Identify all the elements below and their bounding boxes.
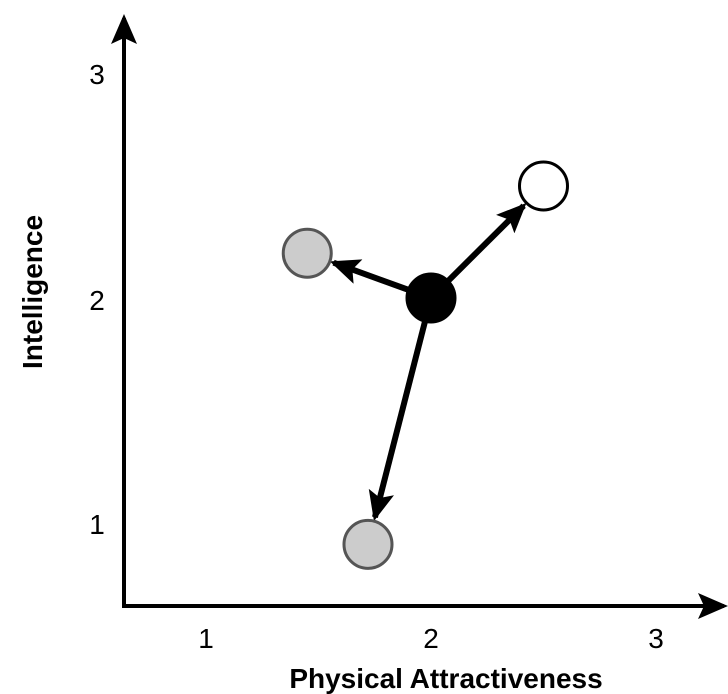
point-bottom — [342, 518, 394, 570]
y-tick-label-3: 3 — [89, 59, 105, 90]
arrow-to-bottom — [368, 297, 434, 522]
point-upper-right — [518, 160, 569, 212]
x-tick-label-1: 1 — [198, 623, 214, 654]
x-tick-label-2: 2 — [423, 623, 439, 654]
y-tick-label-1: 1 — [89, 509, 105, 540]
x-tick-label-3: 3 — [648, 623, 664, 654]
points-group — [281, 160, 569, 570]
x-axis-title: Physical Attractiveness — [289, 663, 602, 694]
y-axis-title: Intelligence — [17, 215, 48, 369]
point-center — [405, 272, 457, 324]
arrows-group — [329, 202, 527, 522]
point-left — [281, 227, 333, 279]
y-tick-label-2: 2 — [89, 285, 105, 316]
